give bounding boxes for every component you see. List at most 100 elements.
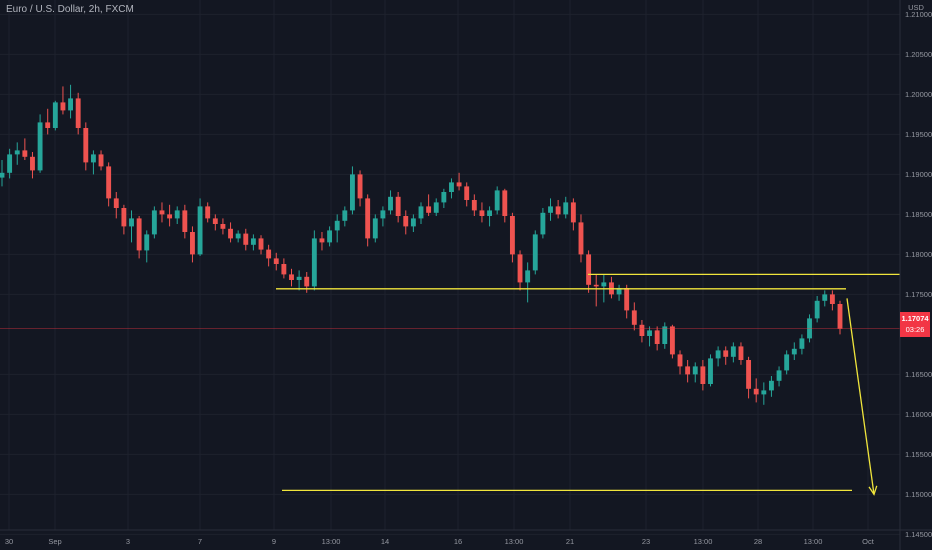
candle [98,150,104,171]
candle [761,382,767,405]
candle [266,244,272,267]
last-price-tag: 1.17074 03:26 [900,312,930,337]
candle [464,182,470,207]
candle [662,322,668,349]
candle [517,250,523,291]
candle [723,346,729,365]
candle [113,192,119,219]
candle [525,262,531,303]
candle [494,186,500,215]
candle [654,326,660,351]
candle [822,290,828,307]
time-tick-label: 21 [566,537,574,546]
candle [730,342,736,363]
candle [456,172,462,191]
drawing-annotations[interactable] [0,273,900,496]
candle [136,216,142,259]
time-tick-label: 9 [272,537,276,546]
candle [296,270,302,291]
candle [243,228,249,251]
candle [7,148,13,179]
candle [228,222,233,243]
candle [319,232,325,251]
price-tick-label: 1.19000 [905,170,932,179]
candle [14,142,20,165]
candle [182,204,188,239]
symbol-title[interactable]: Euro / U.S. Dollar, 2h, FXCM [6,4,134,15]
price-tick-label: 1.19500 [905,130,932,139]
candle [159,202,165,223]
candle [555,200,561,219]
candle [197,198,203,256]
candle [738,342,744,365]
candle [441,188,447,208]
candle [349,166,355,215]
candle [677,350,683,375]
candle [799,334,805,355]
candle [281,258,287,279]
candle [342,206,348,227]
projection-arrow[interactable] [846,298,878,496]
time-tick-label: 13:00 [804,537,823,546]
price-axis[interactable]: 1.21000 1.20500 1.20000 1.19500 1.19000 1.185… [899,0,932,550]
candle [593,274,599,307]
candle [814,296,820,323]
candle [205,202,211,223]
candle [258,235,264,255]
candle [586,250,592,293]
candle [578,214,584,263]
candle [380,206,386,227]
price-tick-label: 1.17500 [905,290,932,299]
price-tick-label: 1.16500 [905,370,932,379]
time-tick-label: 14 [381,537,389,546]
candle [235,230,241,243]
candle [365,194,371,247]
bar-countdown: 03:26 [905,325,925,334]
candle [449,178,454,199]
candle [685,360,691,383]
price-tick-label: 1.18000 [905,250,932,259]
candle [327,226,333,247]
candle [167,204,173,227]
candle [509,212,515,263]
candle [372,214,378,243]
candle [388,190,393,215]
time-tick-label: 16 [454,537,462,546]
candle [75,92,81,135]
price-tick-label: 1.20500 [905,50,932,59]
candle [83,122,89,171]
candle [540,208,546,239]
candle [403,210,409,235]
candle [776,366,782,387]
candle [334,214,340,243]
candle [616,284,622,301]
candle [52,100,58,131]
chart-grid [0,0,900,535]
price-tick-label: 1.15500 [905,450,932,459]
time-tick-label: 7 [198,537,202,546]
time-axis[interactable]: 30 Sep 3 7 9 13:00 14 16 13:00 21 23 13:00 28 13:00 Oc… [0,529,932,546]
candle [0,160,5,187]
candle [548,198,553,221]
candle [190,226,195,263]
candle [624,284,630,319]
candle [395,192,401,223]
time-tick-label: 13:00 [322,537,341,546]
time-tick-label: 13:00 [505,537,524,546]
candle [357,170,363,207]
candle [30,152,35,179]
price-tick-label: 1.15000 [905,490,932,499]
candle [273,252,279,271]
candle [502,188,508,223]
candle [837,300,843,335]
candle [90,150,96,175]
candle [700,360,706,391]
candle [418,202,424,224]
time-tick-label: 3 [126,537,130,546]
time-tick-label: 28 [754,537,762,546]
time-tick-label: Oct [862,537,875,546]
candle [68,84,74,119]
candle [129,210,134,243]
candle [471,194,477,216]
